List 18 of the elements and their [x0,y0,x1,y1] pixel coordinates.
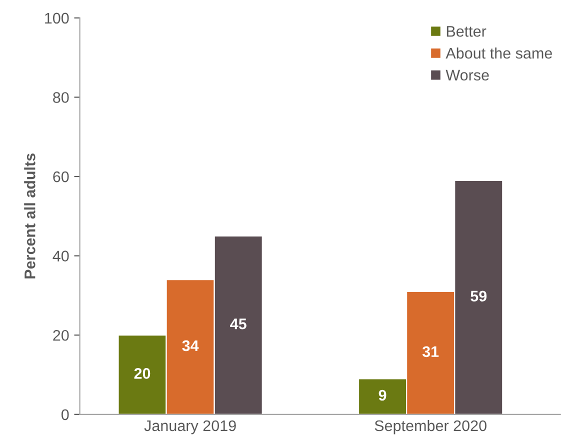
data-label: 34 [182,340,199,352]
y-tick-label: 0 [61,409,69,420]
x-tick-label: September 2020 [374,420,486,434]
y-tick-label: 60 [53,171,69,182]
legend-label: Worse [446,70,489,81]
y-axis-title: Percent all adults [24,154,36,278]
data-label: 59 [470,290,487,302]
legend-label: About the same [446,47,552,59]
y-tick-label: 20 [53,330,69,341]
legend-label: Better [446,26,486,37]
data-label: 20 [134,368,150,379]
data-label: 31 [422,346,439,358]
x-tick-label: January 2019 [144,420,236,434]
y-tick-label: 80 [53,92,69,103]
data-label: 9 [378,390,386,401]
data-label: 45 [230,318,246,330]
y-tick-label: 100 [45,12,69,24]
y-tick-label: 40 [52,250,69,262]
